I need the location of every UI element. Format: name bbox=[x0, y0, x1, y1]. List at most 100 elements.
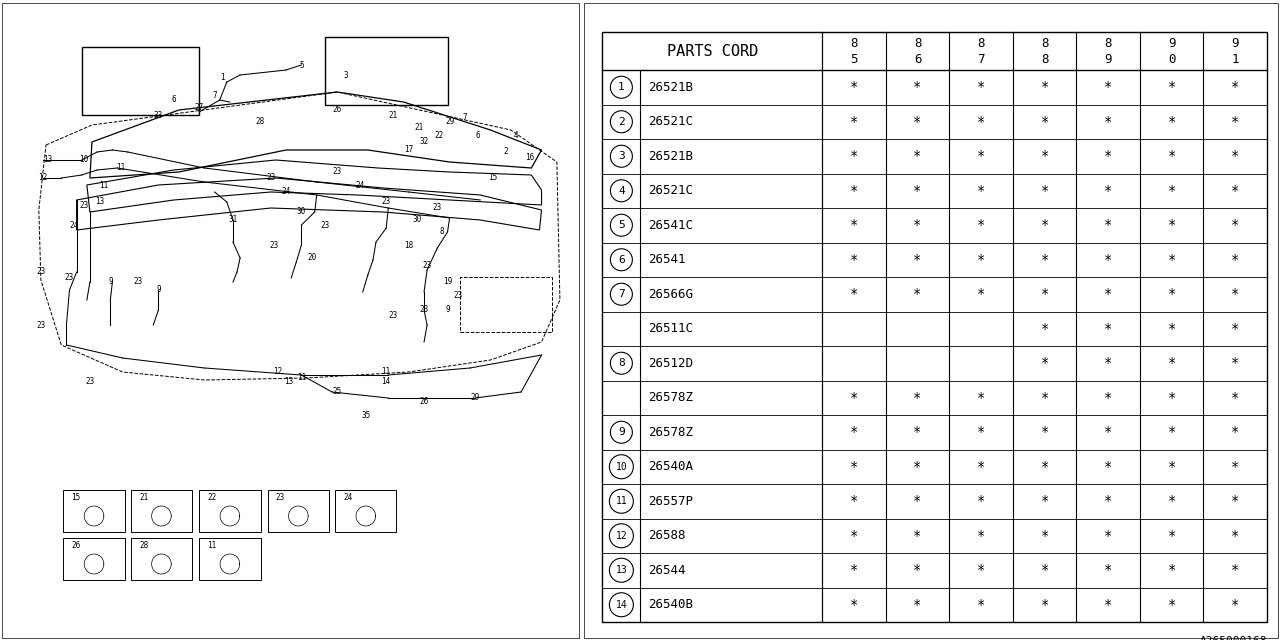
Text: 31: 31 bbox=[228, 216, 238, 225]
Text: 2: 2 bbox=[618, 116, 625, 127]
Text: *: * bbox=[1103, 356, 1112, 371]
Text: 13: 13 bbox=[44, 156, 52, 164]
Text: 23: 23 bbox=[320, 221, 329, 230]
Text: *: * bbox=[1231, 149, 1239, 163]
Text: 9: 9 bbox=[1105, 53, 1112, 66]
Text: 22: 22 bbox=[207, 493, 216, 502]
Text: *: * bbox=[1231, 494, 1239, 508]
Text: *: * bbox=[1041, 184, 1048, 198]
Text: *: * bbox=[1103, 460, 1112, 474]
Text: 6: 6 bbox=[172, 95, 177, 104]
Text: 15: 15 bbox=[72, 493, 81, 502]
Text: *: * bbox=[1167, 253, 1176, 267]
Text: 14: 14 bbox=[616, 600, 627, 610]
Text: *: * bbox=[1167, 218, 1176, 232]
Text: *: * bbox=[977, 218, 986, 232]
Text: 5: 5 bbox=[300, 61, 303, 70]
Text: 7: 7 bbox=[462, 113, 467, 122]
Text: *: * bbox=[1231, 391, 1239, 404]
Text: *: * bbox=[1041, 80, 1048, 94]
Text: *: * bbox=[1041, 563, 1048, 577]
Text: PARTS CORD: PARTS CORD bbox=[667, 44, 758, 58]
Text: 11: 11 bbox=[616, 496, 627, 506]
Text: 1: 1 bbox=[220, 72, 225, 81]
Text: *: * bbox=[914, 494, 922, 508]
Text: *: * bbox=[977, 460, 986, 474]
Text: *: * bbox=[914, 184, 922, 198]
Text: *: * bbox=[1231, 598, 1239, 612]
Text: *: * bbox=[850, 253, 858, 267]
Text: 25: 25 bbox=[333, 387, 342, 397]
Text: 26540A: 26540A bbox=[649, 460, 694, 473]
Text: *: * bbox=[914, 253, 922, 267]
Text: 24: 24 bbox=[282, 188, 291, 196]
Text: 26578Z: 26578Z bbox=[649, 426, 694, 439]
Text: 11: 11 bbox=[100, 180, 109, 189]
Text: *: * bbox=[914, 391, 922, 404]
Text: 11: 11 bbox=[381, 367, 390, 376]
Text: 24: 24 bbox=[343, 493, 352, 502]
Text: *: * bbox=[1041, 598, 1048, 612]
Text: 4: 4 bbox=[618, 186, 625, 196]
Text: 29: 29 bbox=[471, 394, 480, 403]
Bar bbox=[131, 538, 192, 580]
Text: 26544: 26544 bbox=[649, 564, 686, 577]
Text: 8: 8 bbox=[914, 37, 922, 50]
Text: 10: 10 bbox=[616, 461, 627, 472]
Text: 35: 35 bbox=[361, 410, 370, 419]
Text: 23: 23 bbox=[389, 310, 398, 319]
Bar bbox=[200, 490, 261, 532]
Text: *: * bbox=[850, 287, 858, 301]
Text: 33: 33 bbox=[154, 111, 163, 120]
Text: *: * bbox=[1167, 391, 1176, 404]
Text: *: * bbox=[1103, 149, 1112, 163]
Text: *: * bbox=[1103, 80, 1112, 94]
Text: 32: 32 bbox=[420, 138, 429, 147]
Text: *: * bbox=[850, 80, 858, 94]
Text: 23: 23 bbox=[65, 273, 74, 282]
Text: *: * bbox=[1231, 356, 1239, 371]
Text: 23: 23 bbox=[269, 241, 279, 250]
Text: *: * bbox=[1103, 529, 1112, 543]
Text: *: * bbox=[1041, 218, 1048, 232]
Text: *: * bbox=[1103, 425, 1112, 439]
Text: 7: 7 bbox=[212, 90, 216, 99]
Text: 6: 6 bbox=[476, 131, 480, 140]
Text: 10: 10 bbox=[79, 156, 88, 164]
Text: *: * bbox=[850, 598, 858, 612]
Text: *: * bbox=[1041, 115, 1048, 129]
Text: 13: 13 bbox=[96, 198, 105, 207]
Text: 26: 26 bbox=[420, 397, 429, 406]
Text: *: * bbox=[914, 598, 922, 612]
Text: *: * bbox=[1103, 184, 1112, 198]
Text: 2: 2 bbox=[503, 147, 508, 157]
Text: *: * bbox=[914, 115, 922, 129]
Text: *: * bbox=[850, 425, 858, 439]
Text: 23: 23 bbox=[422, 260, 431, 269]
Text: 29: 29 bbox=[445, 118, 454, 127]
Text: *: * bbox=[977, 80, 986, 94]
Text: 26521B: 26521B bbox=[649, 150, 694, 163]
Bar bbox=[82, 47, 200, 115]
Text: *: * bbox=[1041, 460, 1048, 474]
Text: *: * bbox=[1103, 494, 1112, 508]
Text: 30: 30 bbox=[297, 207, 306, 216]
Text: *: * bbox=[850, 115, 858, 129]
Text: *: * bbox=[1103, 598, 1112, 612]
Text: *: * bbox=[977, 184, 986, 198]
Text: A265000168: A265000168 bbox=[1199, 636, 1267, 640]
Text: 0: 0 bbox=[1167, 53, 1175, 66]
Bar bbox=[268, 490, 329, 532]
Text: 26566G: 26566G bbox=[649, 288, 694, 301]
Text: 8: 8 bbox=[1041, 53, 1048, 66]
Text: *: * bbox=[1041, 425, 1048, 439]
Text: 7: 7 bbox=[978, 53, 984, 66]
Text: *: * bbox=[977, 494, 986, 508]
Text: 13: 13 bbox=[284, 378, 294, 387]
Text: *: * bbox=[1231, 218, 1239, 232]
Text: *: * bbox=[850, 460, 858, 474]
Text: *: * bbox=[1167, 115, 1176, 129]
Text: 23: 23 bbox=[133, 278, 142, 287]
Text: 26578Z: 26578Z bbox=[649, 391, 694, 404]
Text: *: * bbox=[914, 529, 922, 543]
